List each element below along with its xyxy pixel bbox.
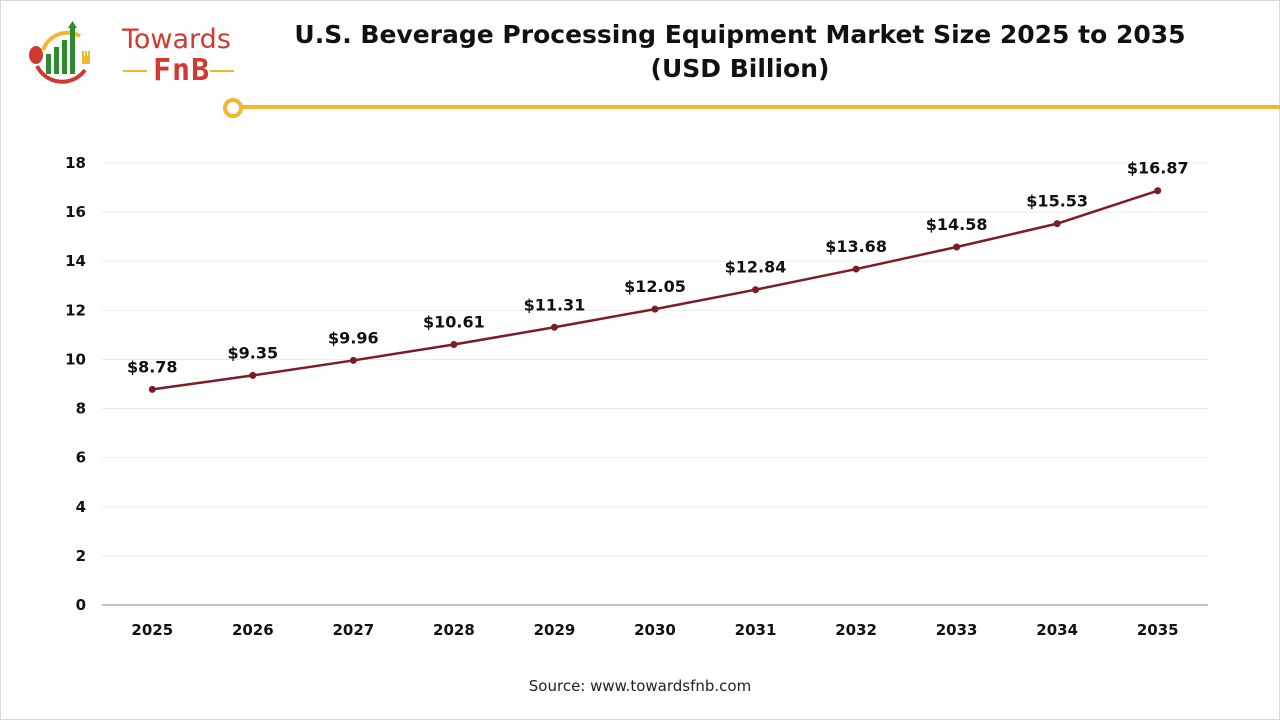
logo-divider-right [210,70,234,72]
data-label: $15.53 [1026,192,1088,211]
chart-title-line2: (USD Billion) [650,54,830,83]
x-tick-label: 2032 [835,621,877,639]
x-tick-label: 2025 [131,621,173,639]
logo-divider-left [123,70,147,72]
y-tick-label: 8 [76,400,86,418]
data-label: $12.84 [725,258,787,277]
x-tick-label: 2026 [232,621,274,639]
chart-title: U.S. Beverage Processing Equipment Marke… [240,18,1240,86]
y-tick-label: 14 [65,252,86,270]
x-tick-label: 2030 [634,621,676,639]
y-tick-label: 2 [76,547,86,565]
x-tick-label: 2029 [534,621,576,639]
x-tick-label: 2027 [332,621,374,639]
y-tick-label: 16 [65,203,86,221]
x-tick-label: 2028 [433,621,475,639]
towards-fnb-logo: Towards FnB [25,18,234,88]
source-note: Source: www.towardsfnb.com [528,677,752,695]
data-point [249,371,257,379]
data-label: $10.61 [423,312,485,331]
logo-text-towards: Towards [122,24,231,55]
data-label: $14.58 [926,215,988,234]
y-tick-label: 10 [65,350,86,368]
data-point [651,305,659,313]
x-tick-label: 2033 [936,621,978,639]
logo-emblem-icon [29,21,90,84]
data-point [450,340,458,348]
chart-title-line1: U.S. Beverage Processing Equipment Marke… [294,20,1186,49]
data-label: $8.78 [127,357,178,376]
x-tick-label: 2034 [1036,621,1078,639]
logo-text-fnb: FnB [153,53,211,88]
data-point [1154,187,1162,195]
data-label: $11.31 [524,295,586,314]
data-point [852,265,860,273]
data-label: $9.35 [228,343,279,362]
data-label: $9.96 [328,328,379,347]
y-tick-label: 4 [76,498,86,516]
x-tick-label: 2035 [1137,621,1179,639]
y-tick-label: 12 [65,301,86,319]
title-rule [241,105,1280,109]
y-tick-label: 18 [65,154,86,172]
y-tick-label: 0 [76,596,86,614]
x-tick-label: 2031 [735,621,777,639]
y-tick-label: 6 [76,449,86,467]
data-point [550,323,558,331]
data-label: $13.68 [825,237,887,256]
data-label: $12.05 [624,277,686,296]
data-point [349,356,357,364]
data-point [148,385,156,393]
data-label: $16.87 [1127,159,1189,178]
data-point [752,286,760,294]
data-point [1053,220,1061,228]
data-point [953,243,961,251]
